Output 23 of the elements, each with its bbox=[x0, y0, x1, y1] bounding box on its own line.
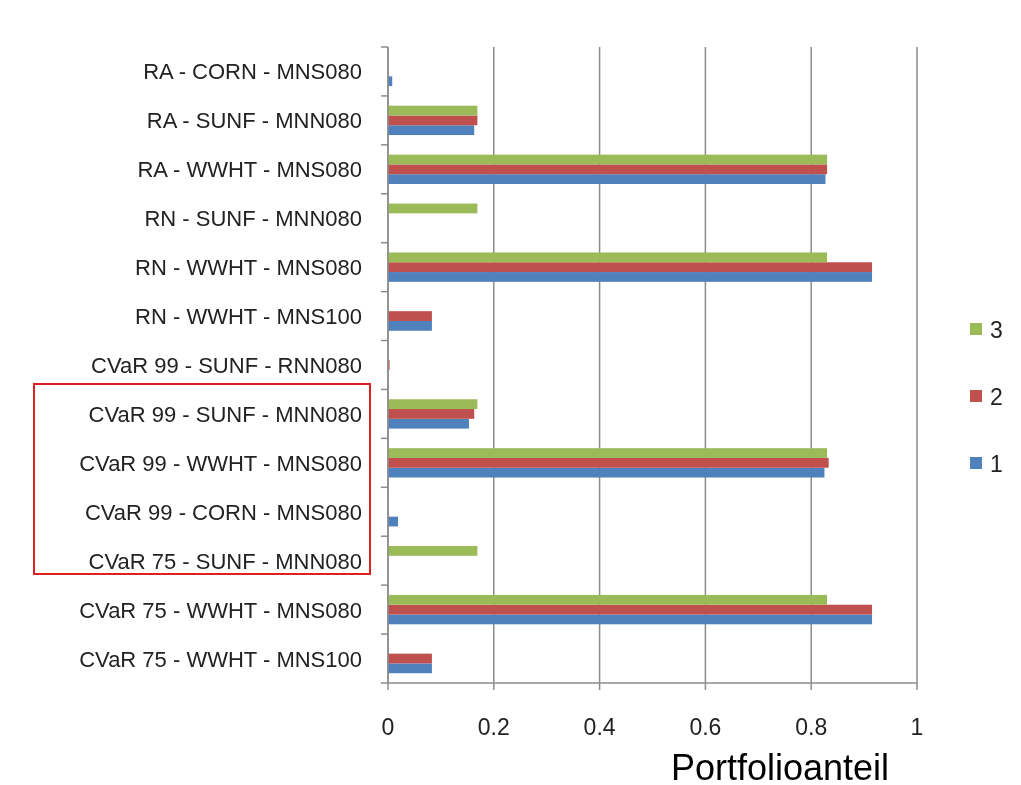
legend-label: 1 bbox=[990, 451, 1003, 477]
legend-label: 2 bbox=[990, 384, 1003, 410]
y-tick-label: CVaR 99 - SUNF - MNN080 bbox=[88, 401, 362, 427]
x-tick-label: 0.8 bbox=[795, 714, 828, 740]
x-tick-label: 0 bbox=[381, 714, 395, 740]
y-tick-label: RN - WWHT - MNS080 bbox=[135, 255, 362, 281]
y-tick-label: CVaR 99 - CORN - MNS080 bbox=[84, 499, 362, 525]
y-tick-label: RN - WWHT - MNS100 bbox=[135, 304, 362, 330]
x-tick-label: 0.2 bbox=[477, 714, 510, 740]
x-tick-label: 0.4 bbox=[583, 714, 616, 740]
y-tick-label: CVaR 75 - SUNF - MNN080 bbox=[88, 548, 362, 574]
y-tick-label: CVaR 99 - SUNF - RNN080 bbox=[91, 353, 362, 378]
y-tick-label: RA - CORN - MNS080 bbox=[143, 59, 362, 85]
x-tick-label: 1 bbox=[910, 714, 924, 740]
y-tick-label: CVaR 75 - WWHT - MNS100 bbox=[79, 646, 362, 672]
y-tick-label: RN - SUNF - MNN080 bbox=[144, 206, 362, 232]
y-tick-label: RA - SUNF - MNN080 bbox=[146, 108, 362, 134]
y-tick-label: RA - WWHT - MNS080 bbox=[137, 157, 362, 183]
y-tick-label: CVaR 99 - WWHT - MNS080 bbox=[79, 450, 362, 476]
legend-label: 3 bbox=[990, 317, 1003, 343]
y-tick-label: CVaR 75 - WWHT - MNS080 bbox=[79, 597, 362, 623]
x-axis-title: Portfolioanteil bbox=[670, 747, 890, 785]
x-tick-label: 0.6 bbox=[689, 714, 722, 740]
